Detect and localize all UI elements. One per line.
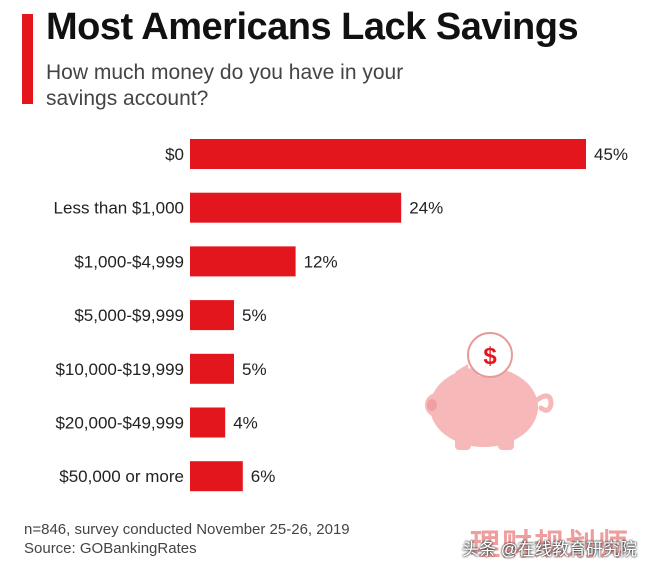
title-accent-bar xyxy=(22,14,33,104)
bar xyxy=(190,300,234,331)
category-label: $20,000-$49,999 xyxy=(55,414,184,433)
chart-title: Most Americans Lack Savings xyxy=(46,6,579,48)
value-label: 5% xyxy=(242,360,267,379)
bar xyxy=(190,246,296,277)
bar xyxy=(190,407,226,438)
category-label: $1,000-$4,999 xyxy=(74,252,184,271)
value-label: 12% xyxy=(304,252,338,271)
value-label: 24% xyxy=(409,199,443,218)
category-label: $10,000-$19,999 xyxy=(55,360,184,379)
footer: n=846, survey conducted November 25-26, … xyxy=(24,520,350,558)
watermark-account: 头条 @在线教育研究院 xyxy=(462,540,637,559)
survey-note: n=846, survey conducted November 25-26, … xyxy=(24,521,350,538)
svg-text:$: $ xyxy=(483,343,497,370)
category-label: Less than $1,000 xyxy=(54,199,184,218)
bar xyxy=(190,192,402,223)
watermark-chinese: 理财规划师 xyxy=(470,529,630,562)
value-label: 5% xyxy=(242,306,267,325)
value-label: 45% xyxy=(594,145,628,164)
chart-subtitle: How much money do you have in your savin… xyxy=(46,61,404,110)
piggy-bank-icon xyxy=(425,364,554,450)
category-label: $50,000 or more xyxy=(59,467,184,486)
bar xyxy=(190,139,586,169)
category-label: $5,000-$9,999 xyxy=(74,306,184,325)
value-label: 6% xyxy=(251,467,276,486)
value-label: 4% xyxy=(233,414,258,433)
category-label: $0 xyxy=(165,145,184,164)
source-note: Source: GOBankingRates xyxy=(24,540,197,557)
bar xyxy=(190,353,234,384)
bar xyxy=(190,461,243,492)
dollar-coin-icon: $ xyxy=(467,332,513,378)
